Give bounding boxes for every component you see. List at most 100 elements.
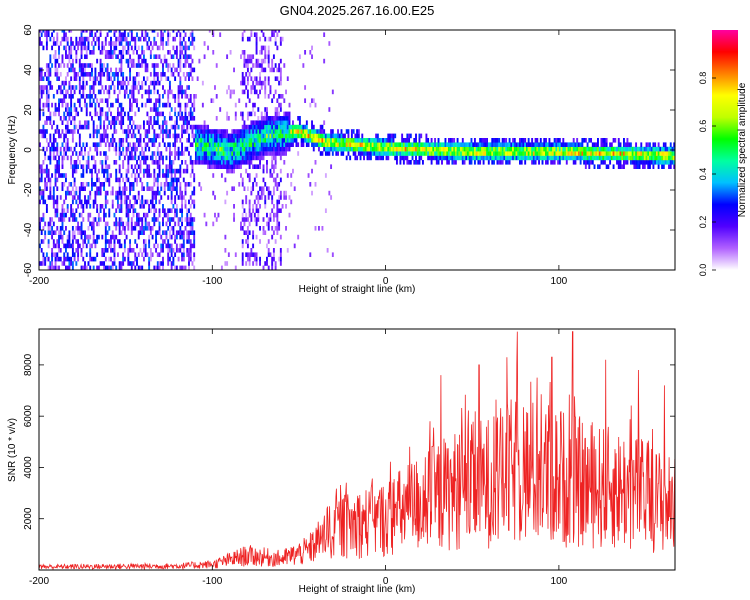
spectrogram-cell bbox=[177, 124, 180, 130]
spectrogram-cell bbox=[170, 89, 173, 95]
spectrogram-cell bbox=[668, 151, 670, 156]
snr-y-label: SNR (10 * v/v) bbox=[7, 418, 18, 482]
spectrogram-cell bbox=[144, 89, 147, 95]
spectrogram-cell bbox=[175, 208, 178, 213]
spectrogram-cell bbox=[96, 111, 99, 117]
spectrogram-cell bbox=[307, 142, 310, 147]
spectrogram-cell bbox=[220, 265, 223, 270]
spectrogram-cell bbox=[139, 217, 142, 222]
spectrogram-cell bbox=[638, 146, 641, 152]
spectrogram-cell bbox=[233, 146, 235, 152]
spectrogram-cell bbox=[626, 138, 629, 143]
spectrogram-cell bbox=[198, 133, 201, 139]
spectrogram-cell bbox=[207, 164, 209, 169]
spectrogram-cell bbox=[666, 146, 669, 152]
spectrogram-cell bbox=[151, 234, 154, 240]
spectrogram-cell bbox=[588, 164, 591, 169]
spectrogram-cell bbox=[149, 80, 152, 86]
spectrogram-cell bbox=[245, 261, 248, 266]
spectrogram-cell bbox=[266, 212, 268, 218]
spectrogram-cell bbox=[229, 146, 232, 152]
spectrogram-cell bbox=[142, 58, 145, 64]
spectrogram-cell bbox=[267, 146, 270, 152]
spectrogram-cell bbox=[165, 168, 168, 174]
spectrogram-cell bbox=[451, 155, 454, 161]
spectrogram-cell bbox=[285, 129, 287, 134]
spectrogram-cell bbox=[106, 76, 109, 81]
spectrogram-cell bbox=[99, 204, 102, 209]
spectrogram-cell bbox=[647, 146, 650, 152]
spectrogram-cell bbox=[359, 155, 362, 161]
colorbar-gradient bbox=[712, 30, 738, 270]
spectrogram-cell bbox=[47, 107, 50, 112]
spectrogram-cell bbox=[439, 155, 442, 161]
spectrogram-cell bbox=[437, 138, 440, 143]
spectrogram-cell bbox=[266, 133, 268, 139]
spectrogram-cell bbox=[99, 182, 102, 187]
spectrogram-cell bbox=[66, 208, 69, 213]
spectrogram-cell bbox=[595, 151, 598, 156]
spectrogram-cell bbox=[241, 142, 244, 147]
spectrogram-cell bbox=[271, 173, 274, 178]
spectrogram-cell bbox=[274, 41, 277, 46]
spectrogram-cell bbox=[174, 151, 177, 156]
spectrogram-cell bbox=[290, 129, 293, 134]
spectrogram-cell bbox=[267, 248, 270, 253]
spectrogram-cell bbox=[538, 142, 540, 147]
spectrogram-cell bbox=[134, 164, 137, 169]
spectrogram-cell bbox=[243, 129, 246, 134]
spectrogram-cell bbox=[45, 168, 48, 174]
spectrogram-cell bbox=[113, 129, 116, 134]
spectrogram-cell bbox=[430, 155, 433, 161]
spectrogram-cell bbox=[134, 208, 137, 213]
spectrogram-cell bbox=[257, 80, 260, 86]
spectrogram-cell bbox=[151, 45, 154, 51]
spectrogram-cell bbox=[58, 248, 60, 253]
spectrogram-cell bbox=[465, 151, 468, 156]
spectrogram-cell bbox=[130, 186, 133, 191]
spectrogram-cell bbox=[467, 142, 469, 147]
spectrogram-cell bbox=[184, 111, 187, 117]
spectrogram-cell bbox=[47, 30, 50, 33]
spectrogram-cell bbox=[279, 124, 282, 130]
spectrogram-cell bbox=[104, 160, 107, 165]
spectrogram-cell bbox=[56, 107, 59, 112]
spectrogram-cell bbox=[309, 102, 312, 108]
spectrogram-cell bbox=[269, 173, 272, 178]
spectrogram-cell bbox=[134, 41, 137, 46]
spectrogram-cell bbox=[99, 208, 102, 213]
spectrogram-cell bbox=[162, 63, 164, 68]
spectrogram-cell bbox=[127, 111, 130, 117]
spectrogram-cell bbox=[233, 160, 235, 165]
spectrogram-cell bbox=[191, 243, 194, 249]
spectrogram-cell bbox=[191, 164, 194, 169]
spectrogram-cell bbox=[142, 230, 145, 235]
spectrogram-cell bbox=[68, 67, 71, 73]
spectrogram-cell bbox=[505, 142, 508, 147]
spectrogram-cell bbox=[172, 36, 175, 42]
spectrogram-cell bbox=[491, 160, 494, 165]
spectrogram-cell bbox=[207, 138, 209, 143]
spectrogram-cell bbox=[168, 89, 171, 95]
spectrogram-cell bbox=[78, 133, 81, 139]
spectrogram-cell bbox=[63, 243, 66, 249]
spectrogram-cell bbox=[562, 146, 565, 152]
spectrogram-cell bbox=[376, 155, 379, 161]
spectrogram-cell bbox=[66, 234, 69, 240]
spectrogram-cell bbox=[551, 146, 554, 152]
spectrogram-cell bbox=[155, 177, 158, 183]
spectrogram-cell bbox=[104, 256, 107, 262]
spectrogram-cell bbox=[259, 36, 261, 42]
spectrogram-cell bbox=[84, 186, 86, 191]
spectrogram-cell bbox=[103, 138, 106, 143]
spectrogram-cell bbox=[286, 116, 289, 121]
spectrogram-cell bbox=[271, 133, 274, 139]
spectrogram-cell bbox=[226, 111, 229, 117]
spectrogram-cell bbox=[104, 243, 107, 249]
spectrogram-cell bbox=[201, 80, 204, 86]
spectrogram-cell bbox=[167, 212, 170, 218]
spectrogram-cell bbox=[75, 239, 78, 244]
spectrogram-cell bbox=[643, 164, 646, 169]
spectrogram-cell bbox=[392, 146, 395, 152]
spectrogram-cell bbox=[356, 129, 359, 134]
